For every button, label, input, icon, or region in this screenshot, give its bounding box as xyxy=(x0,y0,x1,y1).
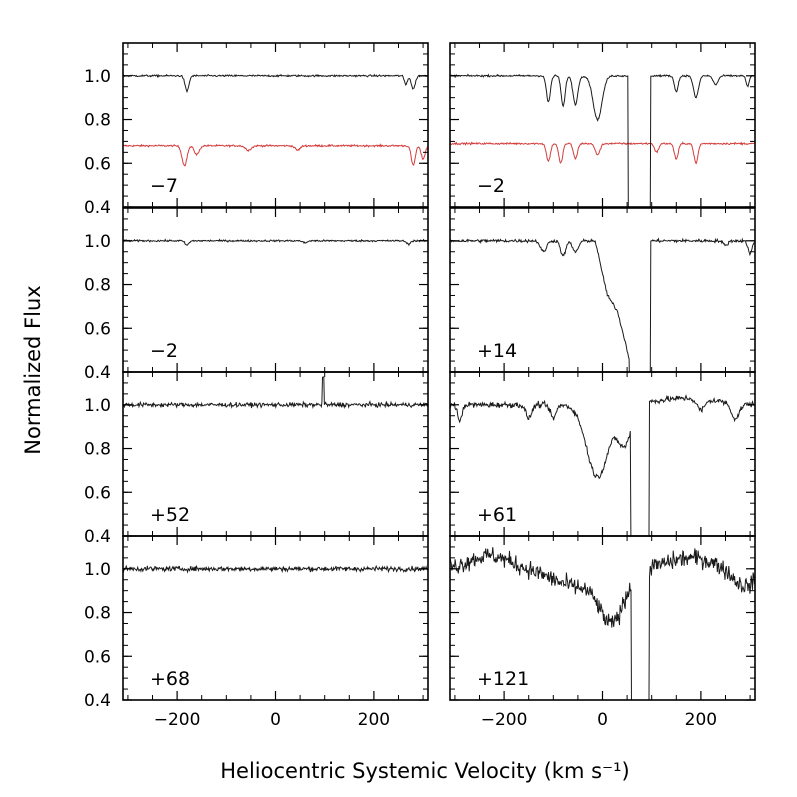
y-tick-label: 0.6 xyxy=(84,483,111,503)
y-tick-label: 0.6 xyxy=(84,154,111,174)
y-tick-label: 0.4 xyxy=(84,691,111,711)
y-tick-label: 0.8 xyxy=(84,111,111,131)
telluric-series xyxy=(123,143,428,167)
y-tick-label: 0.6 xyxy=(84,647,111,667)
panel-velocity-label: +52 xyxy=(150,504,190,526)
y-tick-label: 0.6 xyxy=(84,319,111,339)
x-tick-label: −200 xyxy=(481,710,528,730)
panel-velocity-label: +121 xyxy=(477,668,529,690)
spectrum-series xyxy=(123,73,428,94)
y-tick-label: 0.8 xyxy=(84,276,111,296)
spectrum-series xyxy=(123,564,428,574)
y-tick-label: 0.4 xyxy=(84,363,111,383)
panels-group: 0.40.60.81.0−7 −20.40.60.81.0−2 +140.40.60… xyxy=(84,42,756,730)
panel-velocity-label: +14 xyxy=(477,340,517,362)
y-tick-label: 1.0 xyxy=(84,396,111,416)
panel-velocity-label: +61 xyxy=(477,504,517,526)
panel-velocity-label: −7 xyxy=(150,175,178,197)
spectrum-series xyxy=(450,547,755,700)
panel-velocity-label: +68 xyxy=(150,668,190,690)
panel-1: 0.4 0.6 0.8 1.0 −7 xyxy=(84,42,429,218)
x-tick-label: 200 xyxy=(358,710,390,730)
panel-8: −200 0 200 +121 xyxy=(449,535,756,730)
x-tick-label: 0 xyxy=(597,710,608,730)
panel-3: 0.4 0.6 0.8 1.0 −2 xyxy=(84,207,429,383)
x-tick-label: −200 xyxy=(154,710,201,730)
y-tick-label: 0.8 xyxy=(84,440,111,460)
spectrum-series xyxy=(450,73,755,207)
telluric-series xyxy=(450,141,755,165)
panel-7: 0.4 0.6 0.8 1.0 −200 0 200 +68 xyxy=(84,535,429,730)
x-tick-label: 200 xyxy=(685,710,717,730)
spectrum-series xyxy=(450,394,755,536)
spectrum-series xyxy=(450,237,755,372)
panel-6: +61 xyxy=(449,371,756,537)
y-tick-label: 1.0 xyxy=(84,232,111,252)
spectrum-series xyxy=(123,376,428,410)
panel-4: +14 xyxy=(449,207,756,373)
y-tick-label: 1.0 xyxy=(84,67,111,87)
x-axis-title: Heliocentric Systemic Velocity (km s⁻¹) xyxy=(220,759,629,783)
panel-2: −2 xyxy=(449,42,756,208)
y-axis-title: Normalized Flux xyxy=(21,285,45,454)
panel-velocity-label: −2 xyxy=(150,340,178,362)
y-tick-label: 0.4 xyxy=(84,198,111,218)
y-tick-label: 0.4 xyxy=(84,527,111,547)
panel-5: 0.4 0.6 0.8 1.0 +52 xyxy=(84,371,429,547)
x-tick-label: 0 xyxy=(270,710,281,730)
y-tick-label: 0.8 xyxy=(84,604,111,624)
spectrum-series xyxy=(123,238,428,247)
y-tick-label: 1.0 xyxy=(84,560,111,580)
panel-velocity-label: −2 xyxy=(477,175,505,197)
